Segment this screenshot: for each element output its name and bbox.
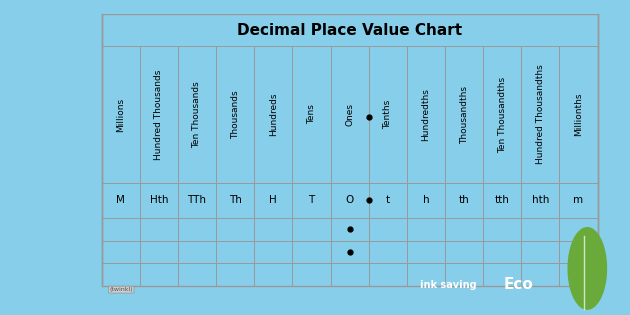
Text: Tens: Tens: [307, 105, 316, 124]
Text: TTh: TTh: [188, 195, 207, 205]
Text: Ten Thousandths: Ten Thousandths: [498, 77, 507, 152]
Text: Decimal Place Value Chart: Decimal Place Value Chart: [237, 23, 462, 38]
Text: Thousands: Thousands: [231, 90, 239, 139]
Text: t: t: [386, 195, 390, 205]
Text: tth: tth: [495, 195, 510, 205]
Text: Hundredths: Hundredths: [421, 88, 430, 141]
Text: Millionths: Millionths: [574, 93, 583, 136]
Text: Ten Thousands: Ten Thousands: [193, 81, 202, 148]
Text: T: T: [308, 195, 314, 205]
Text: Tenths: Tenths: [383, 100, 392, 129]
Text: h: h: [423, 195, 429, 205]
Polygon shape: [568, 227, 607, 310]
Text: H: H: [270, 195, 277, 205]
Text: Hundred Thousandths: Hundred Thousandths: [536, 65, 545, 164]
Text: Th: Th: [229, 195, 242, 205]
Text: m: m: [573, 195, 583, 205]
Text: Millions: Millions: [117, 97, 125, 132]
Text: Hundreds: Hundreds: [269, 93, 278, 136]
Text: th: th: [459, 195, 469, 205]
Text: Hth: Hth: [150, 195, 168, 205]
Text: Eco: Eco: [503, 278, 533, 292]
Text: ink saving: ink saving: [420, 280, 477, 290]
Text: hth: hth: [532, 195, 549, 205]
Text: Hundred Thousands: Hundred Thousands: [154, 69, 163, 160]
Text: M: M: [117, 195, 125, 205]
Text: O: O: [345, 195, 354, 205]
Text: (twinkl): (twinkl): [110, 287, 133, 292]
Text: Ones: Ones: [345, 103, 354, 126]
Text: Thousandths: Thousandths: [460, 86, 469, 144]
